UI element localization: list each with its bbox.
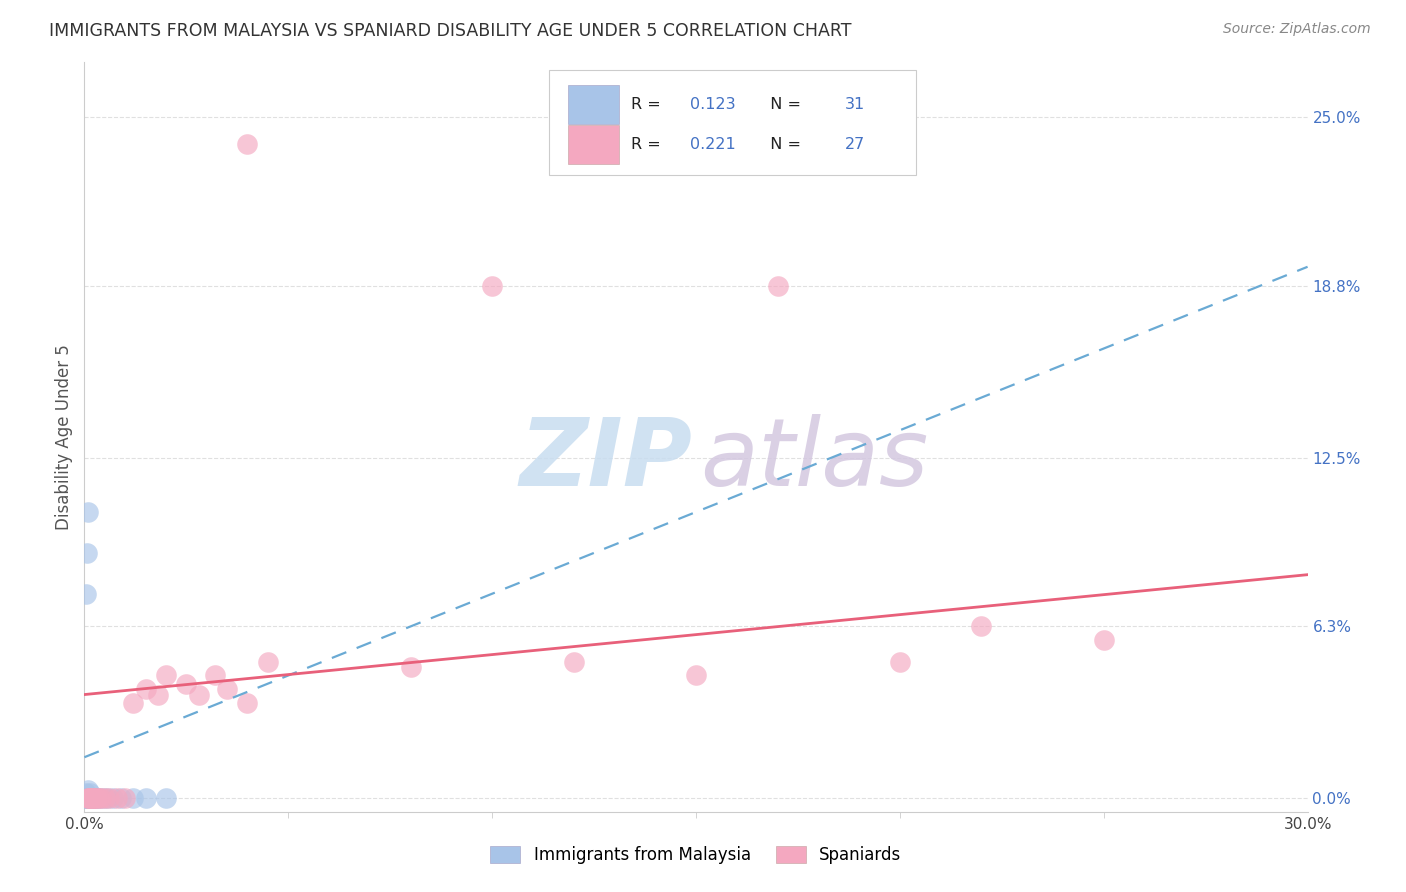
- Point: [80, 791, 103, 805]
- Point: [82, 791, 104, 805]
- Point: [93, 791, 115, 805]
- Point: [187, 688, 209, 702]
- Point: [257, 655, 280, 669]
- Point: [114, 791, 136, 805]
- FancyBboxPatch shape: [568, 125, 619, 163]
- Text: IMMIGRANTS FROM MALAYSIA VS SPANIARD DISABILITY AGE UNDER 5 CORRELATION CHART: IMMIGRANTS FROM MALAYSIA VS SPANIARD DIS…: [49, 22, 852, 40]
- Text: 0.123: 0.123: [690, 97, 735, 112]
- Text: atlas: atlas: [700, 414, 928, 505]
- Point: [76, 546, 98, 560]
- Point: [75, 786, 97, 800]
- Point: [77, 783, 100, 797]
- Point: [766, 278, 789, 293]
- Point: [889, 655, 911, 669]
- Point: [82, 791, 104, 805]
- Point: [91, 791, 114, 805]
- Point: [562, 655, 585, 669]
- Point: [76, 505, 98, 519]
- Point: [80, 791, 103, 805]
- Text: Source: ZipAtlas.com: Source: ZipAtlas.com: [1223, 22, 1371, 37]
- Y-axis label: Disability Age Under 5: Disability Age Under 5: [55, 344, 73, 530]
- Point: [76, 791, 98, 805]
- Point: [685, 668, 707, 682]
- Point: [481, 278, 503, 293]
- Point: [83, 791, 105, 805]
- Text: ZIP: ZIP: [519, 414, 692, 506]
- Point: [236, 696, 259, 710]
- Point: [90, 791, 112, 805]
- Point: [82, 791, 104, 805]
- Point: [79, 791, 101, 805]
- Text: N =: N =: [759, 136, 806, 152]
- Point: [155, 791, 177, 805]
- Point: [79, 791, 101, 805]
- Text: R =: R =: [631, 97, 666, 112]
- Point: [79, 791, 101, 805]
- Point: [77, 791, 100, 805]
- Point: [96, 791, 118, 805]
- Legend: Immigrants from Malaysia, Spaniards: Immigrants from Malaysia, Spaniards: [484, 839, 908, 871]
- Point: [80, 791, 103, 805]
- Point: [86, 791, 108, 805]
- Point: [83, 791, 105, 805]
- Point: [77, 791, 100, 805]
- Point: [146, 688, 169, 702]
- Point: [217, 682, 239, 697]
- Point: [135, 791, 157, 805]
- Point: [204, 668, 226, 682]
- Point: [75, 587, 97, 601]
- FancyBboxPatch shape: [568, 85, 619, 124]
- Point: [80, 791, 103, 805]
- FancyBboxPatch shape: [550, 70, 917, 175]
- Point: [97, 791, 120, 805]
- Point: [76, 791, 98, 805]
- Point: [82, 791, 104, 805]
- Point: [77, 791, 100, 805]
- Point: [76, 791, 98, 805]
- Point: [399, 660, 422, 674]
- Point: [77, 791, 100, 805]
- Point: [135, 682, 157, 697]
- Point: [970, 619, 993, 633]
- Point: [77, 791, 100, 805]
- Point: [122, 791, 145, 805]
- Text: R =: R =: [631, 136, 666, 152]
- Text: 0.221: 0.221: [690, 136, 735, 152]
- Point: [101, 791, 124, 805]
- Point: [77, 791, 100, 805]
- Point: [174, 676, 197, 690]
- Point: [110, 791, 132, 805]
- Point: [77, 791, 100, 805]
- Point: [75, 791, 97, 805]
- Text: N =: N =: [759, 97, 806, 112]
- Point: [76, 791, 98, 805]
- Point: [79, 786, 101, 800]
- Point: [105, 791, 128, 805]
- Text: 27: 27: [845, 136, 866, 152]
- Point: [87, 791, 110, 805]
- Text: 31: 31: [845, 97, 866, 112]
- Point: [79, 791, 101, 805]
- Point: [155, 668, 177, 682]
- Point: [1092, 633, 1115, 648]
- Point: [236, 137, 259, 152]
- Point: [86, 791, 108, 805]
- Point: [122, 696, 145, 710]
- Point: [87, 791, 110, 805]
